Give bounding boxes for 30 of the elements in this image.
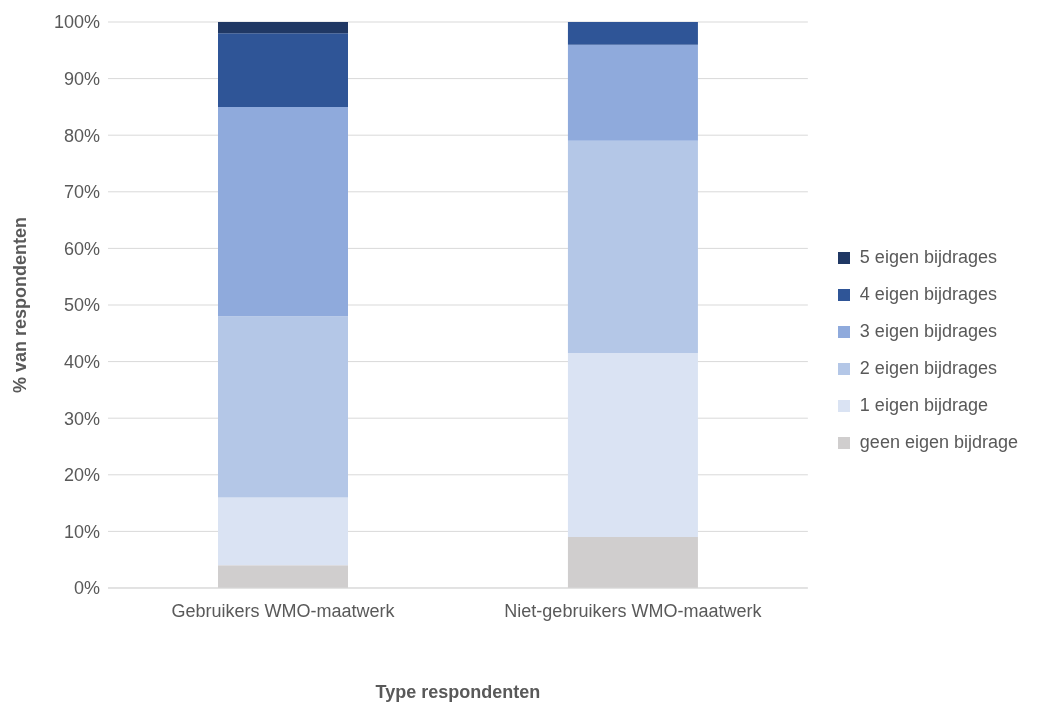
legend-label: 1 eigen bijdrage <box>859 395 988 416</box>
legend-label: 3 eigen bijdrages <box>859 321 997 342</box>
y-tick-label: 100% <box>53 12 100 33</box>
x-tick-label: Gebruikers WMO-maatwerk <box>171 600 396 621</box>
y-tick-label: 80% <box>63 125 100 146</box>
bar <box>218 22 348 34</box>
bar <box>567 22 698 45</box>
legend-label: 5 eigen bijdrages <box>859 247 997 268</box>
legend-label: 2 eigen bijdrages <box>859 358 997 379</box>
y-tick-label: 30% <box>63 408 100 429</box>
bar <box>218 33 348 107</box>
bar <box>567 140 698 354</box>
y-tick-label: 90% <box>63 68 100 89</box>
y-tick-label: 40% <box>63 351 100 372</box>
y-tick-label: 70% <box>63 182 100 203</box>
bar <box>567 44 698 141</box>
x-tick-label: Niet-gebruikers WMO-maatwerk <box>504 600 763 621</box>
legend-label: geen eigen bijdrage <box>859 432 1018 453</box>
y-tick-label: 0% <box>73 578 100 599</box>
y-tick-label: 60% <box>63 238 100 259</box>
bar <box>218 106 348 317</box>
legend-label: 4 eigen bijdrages <box>859 284 997 305</box>
bar <box>218 497 348 566</box>
bar <box>218 316 348 498</box>
x-axis-title: Type respondenten <box>375 682 541 702</box>
y-tick-label: 10% <box>63 521 100 542</box>
y-axis-title: % van respondenten <box>10 216 31 394</box>
y-tick-label: 50% <box>63 295 100 316</box>
y-tick-label: 20% <box>63 465 100 486</box>
bar <box>567 353 698 538</box>
